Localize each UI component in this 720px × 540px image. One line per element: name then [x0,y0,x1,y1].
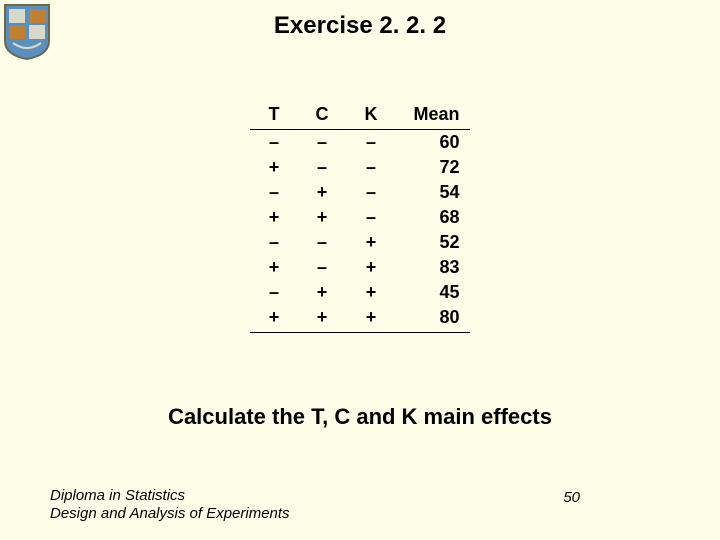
cell-mean: 68 [395,205,469,230]
cell: – [346,130,395,156]
col-header-t: T [250,100,297,130]
cell: – [297,155,346,180]
table-row: + – – 72 [250,155,469,180]
cell: + [250,305,297,333]
cell: – [250,180,297,205]
cell: + [346,230,395,255]
cell: – [297,255,346,280]
col-header-c: C [297,100,346,130]
table-row: + + + 80 [250,305,469,333]
cell-mean: 72 [395,155,469,180]
cell: – [250,230,297,255]
table-header-row: T C K Mean [250,100,469,130]
cell: + [297,180,346,205]
table-row: – – + 52 [250,230,469,255]
table-row: – + – 54 [250,180,469,205]
cell-mean: 45 [395,280,469,305]
cell-mean: 80 [395,305,469,333]
page-number: 50 [563,489,580,506]
table-row: – + + 45 [250,280,469,305]
cell: – [346,180,395,205]
cell: + [250,155,297,180]
col-header-mean: Mean [395,100,469,130]
cell: + [297,305,346,333]
table-row: + + – 68 [250,205,469,230]
cell: – [297,230,346,255]
cell: + [297,205,346,230]
cell-mean: 52 [395,230,469,255]
cell: – [346,155,395,180]
cell: – [346,205,395,230]
cell-mean: 54 [395,180,469,205]
table-row: + – + 83 [250,255,469,280]
data-table-container: T C K Mean – – – 60 + – – 72 – + – [0,100,720,333]
col-header-k: K [346,100,395,130]
cell-mean: 83 [395,255,469,280]
page-title: Exercise 2. 2. 2 [0,12,720,40]
cell: + [297,280,346,305]
cell: – [250,130,297,156]
cell: + [346,280,395,305]
table-row: – – – 60 [250,130,469,156]
footer-course: Diploma in Statistics Design and Analysi… [50,487,290,525]
factorial-table: T C K Mean – – – 60 + – – 72 – + – [250,100,469,333]
footer-line2: Design and Analysis of Experiments [50,505,290,522]
cell-mean: 60 [395,130,469,156]
cell: + [250,255,297,280]
footer-line1: Diploma in Statistics [50,487,185,504]
cell: + [346,305,395,333]
cell: + [250,205,297,230]
cell: + [346,255,395,280]
instruction-text: Calculate the T, C and K main effects [0,404,720,430]
cell: – [250,280,297,305]
cell: – [297,130,346,156]
